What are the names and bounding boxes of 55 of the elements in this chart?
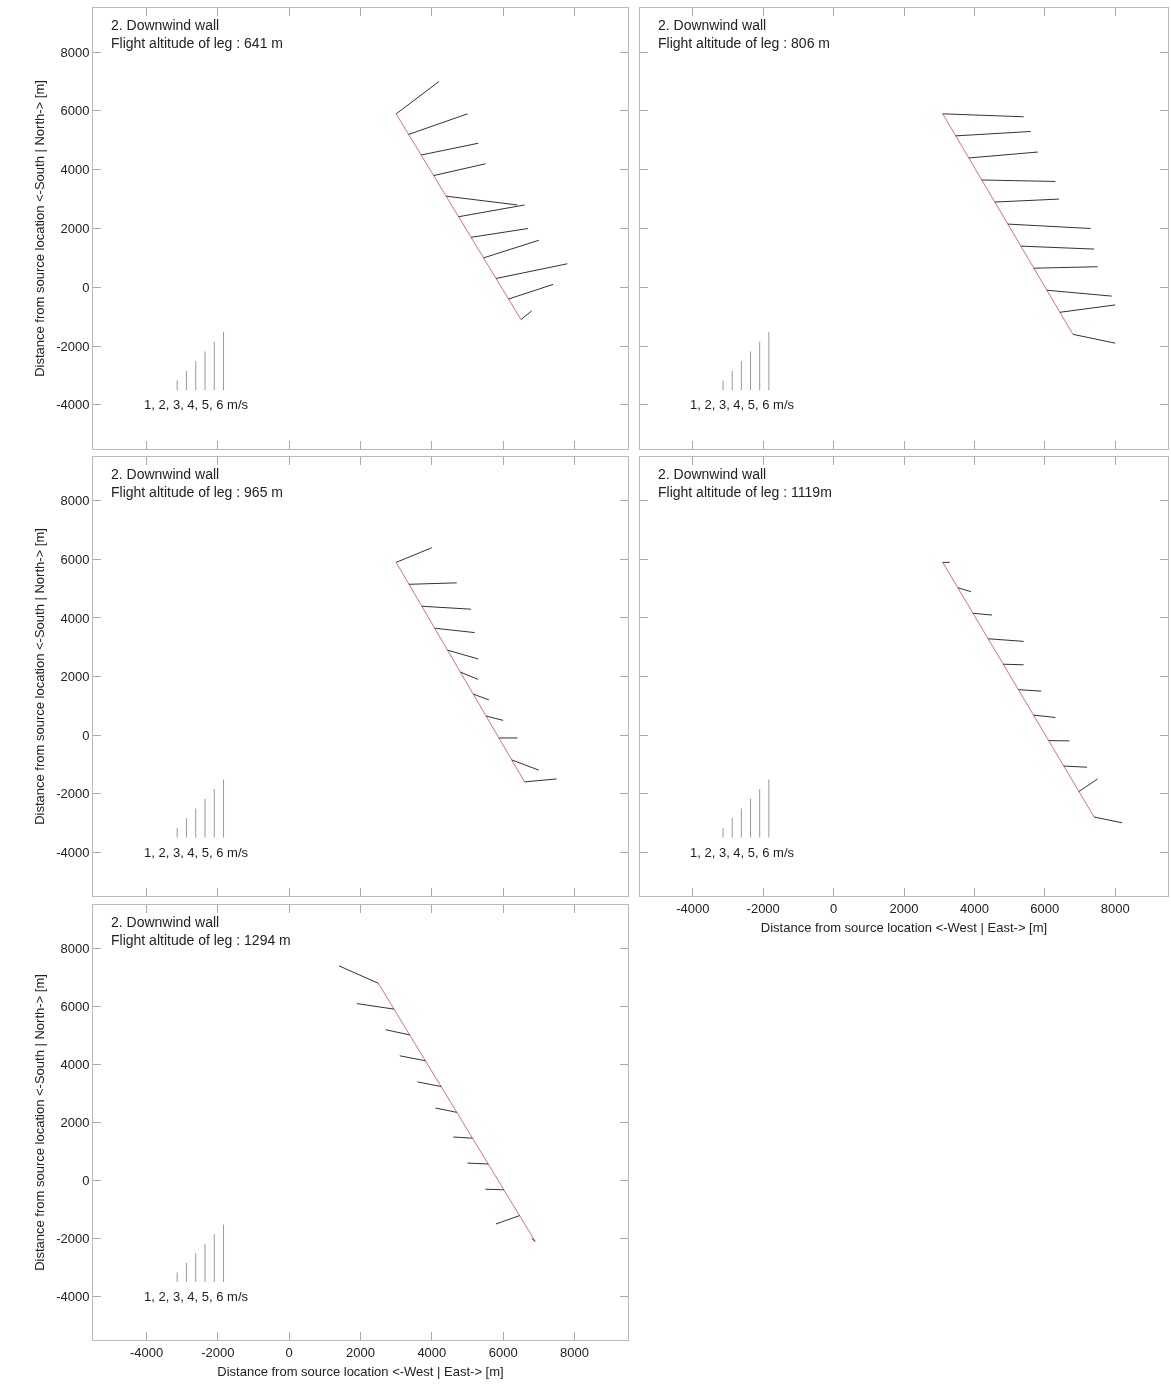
- annotation: 1, 2, 3, 4, 5, 6 m/s: [690, 397, 795, 412]
- y-axis-title: Distance from source location <-South | North-> [m]: [32, 80, 48, 377]
- y-tick-label: 4000: [60, 610, 90, 626]
- x-tick-label: -2000: [746, 900, 780, 916]
- y-tick-label: 8000: [60, 941, 90, 957]
- y-tick-label: -4000: [56, 397, 90, 413]
- text: 2. Downwind wall: [111, 914, 220, 930]
- x-axis-title: Distance from source location <-West | East-> [m]: [217, 1364, 504, 1380]
- y-tick-label: 0: [82, 727, 90, 743]
- y-tick-label: 6000: [60, 551, 90, 567]
- x-axis-title: Distance from source location <-West | East-> [m]: [760, 920, 1048, 936]
- x-tick-label: 2000: [346, 1344, 375, 1360]
- annotation: 1, 2, 3, 4, 5, 6 m/s: [144, 397, 249, 412]
- y-tick-label: -2000: [56, 338, 90, 354]
- y-tick-label: -4000: [56, 1289, 90, 1305]
- y-tick-label: -2000: [56, 1231, 90, 1247]
- text: Flight altitude of leg : 965 m: [111, 484, 283, 501]
- x-tick-label: 8000: [1100, 900, 1130, 916]
- text: Flight altitude of leg : 806 m: [658, 35, 830, 52]
- text: Flight altitude of leg : 1119m: [658, 484, 832, 501]
- y-tick-label: 0: [82, 1173, 90, 1189]
- text: 2. Downwind wall: [658, 466, 767, 482]
- y-tick-label: 4000: [60, 162, 90, 178]
- y-tick-label: 4000: [60, 1057, 90, 1073]
- text: 2. Downwind wall: [658, 17, 767, 33]
- x-tick-label: 0: [829, 900, 838, 916]
- annotation: 1, 2, 3, 4, 5, 6 m/s: [144, 845, 249, 860]
- y-tick-label: 2000: [60, 1115, 90, 1131]
- y-tick-label: 6000: [60, 999, 90, 1015]
- x-tick-label: 4000: [959, 900, 989, 916]
- y-tick-label: 2000: [60, 669, 90, 685]
- x-tick-label: -2000: [201, 1344, 235, 1360]
- y-axis-title: Distance from source location <-South | North-> [m]: [32, 974, 48, 1271]
- text: Flight altitude of leg : 641 m: [111, 35, 283, 52]
- x-tick-label: 2000: [889, 900, 919, 916]
- text: 2. Downwind wall: [111, 466, 220, 482]
- x-tick-label: -4000: [129, 1344, 164, 1360]
- text: 2. Downwind wall: [111, 17, 220, 33]
- text: Flight altitude of leg : 1294 m: [111, 932, 291, 949]
- y-tick-label: 8000: [60, 493, 90, 509]
- y-tick-label: 2000: [60, 221, 90, 237]
- annotation: 1, 2, 3, 4, 5, 6 m/s: [690, 845, 795, 860]
- y-axis-title: Distance from source location <-South | North-> [m]: [32, 528, 48, 825]
- x-tick-label: 6000: [1030, 900, 1060, 916]
- x-tick-label: 0: [285, 1344, 293, 1360]
- x-tick-label: 4000: [417, 1344, 447, 1360]
- y-tick-label: 6000: [60, 103, 90, 119]
- y-tick-label: -4000: [56, 844, 90, 860]
- y-tick-label: 8000: [60, 44, 90, 60]
- x-tick-label: 8000: [560, 1344, 589, 1360]
- y-tick-label: 0: [82, 279, 90, 295]
- annotation: 1, 2, 3, 4, 5, 6 m/s: [144, 1289, 249, 1304]
- x-tick-label: 6000: [488, 1344, 518, 1360]
- x-tick-label: -4000: [676, 900, 710, 916]
- y-tick-label: -2000: [56, 786, 90, 802]
